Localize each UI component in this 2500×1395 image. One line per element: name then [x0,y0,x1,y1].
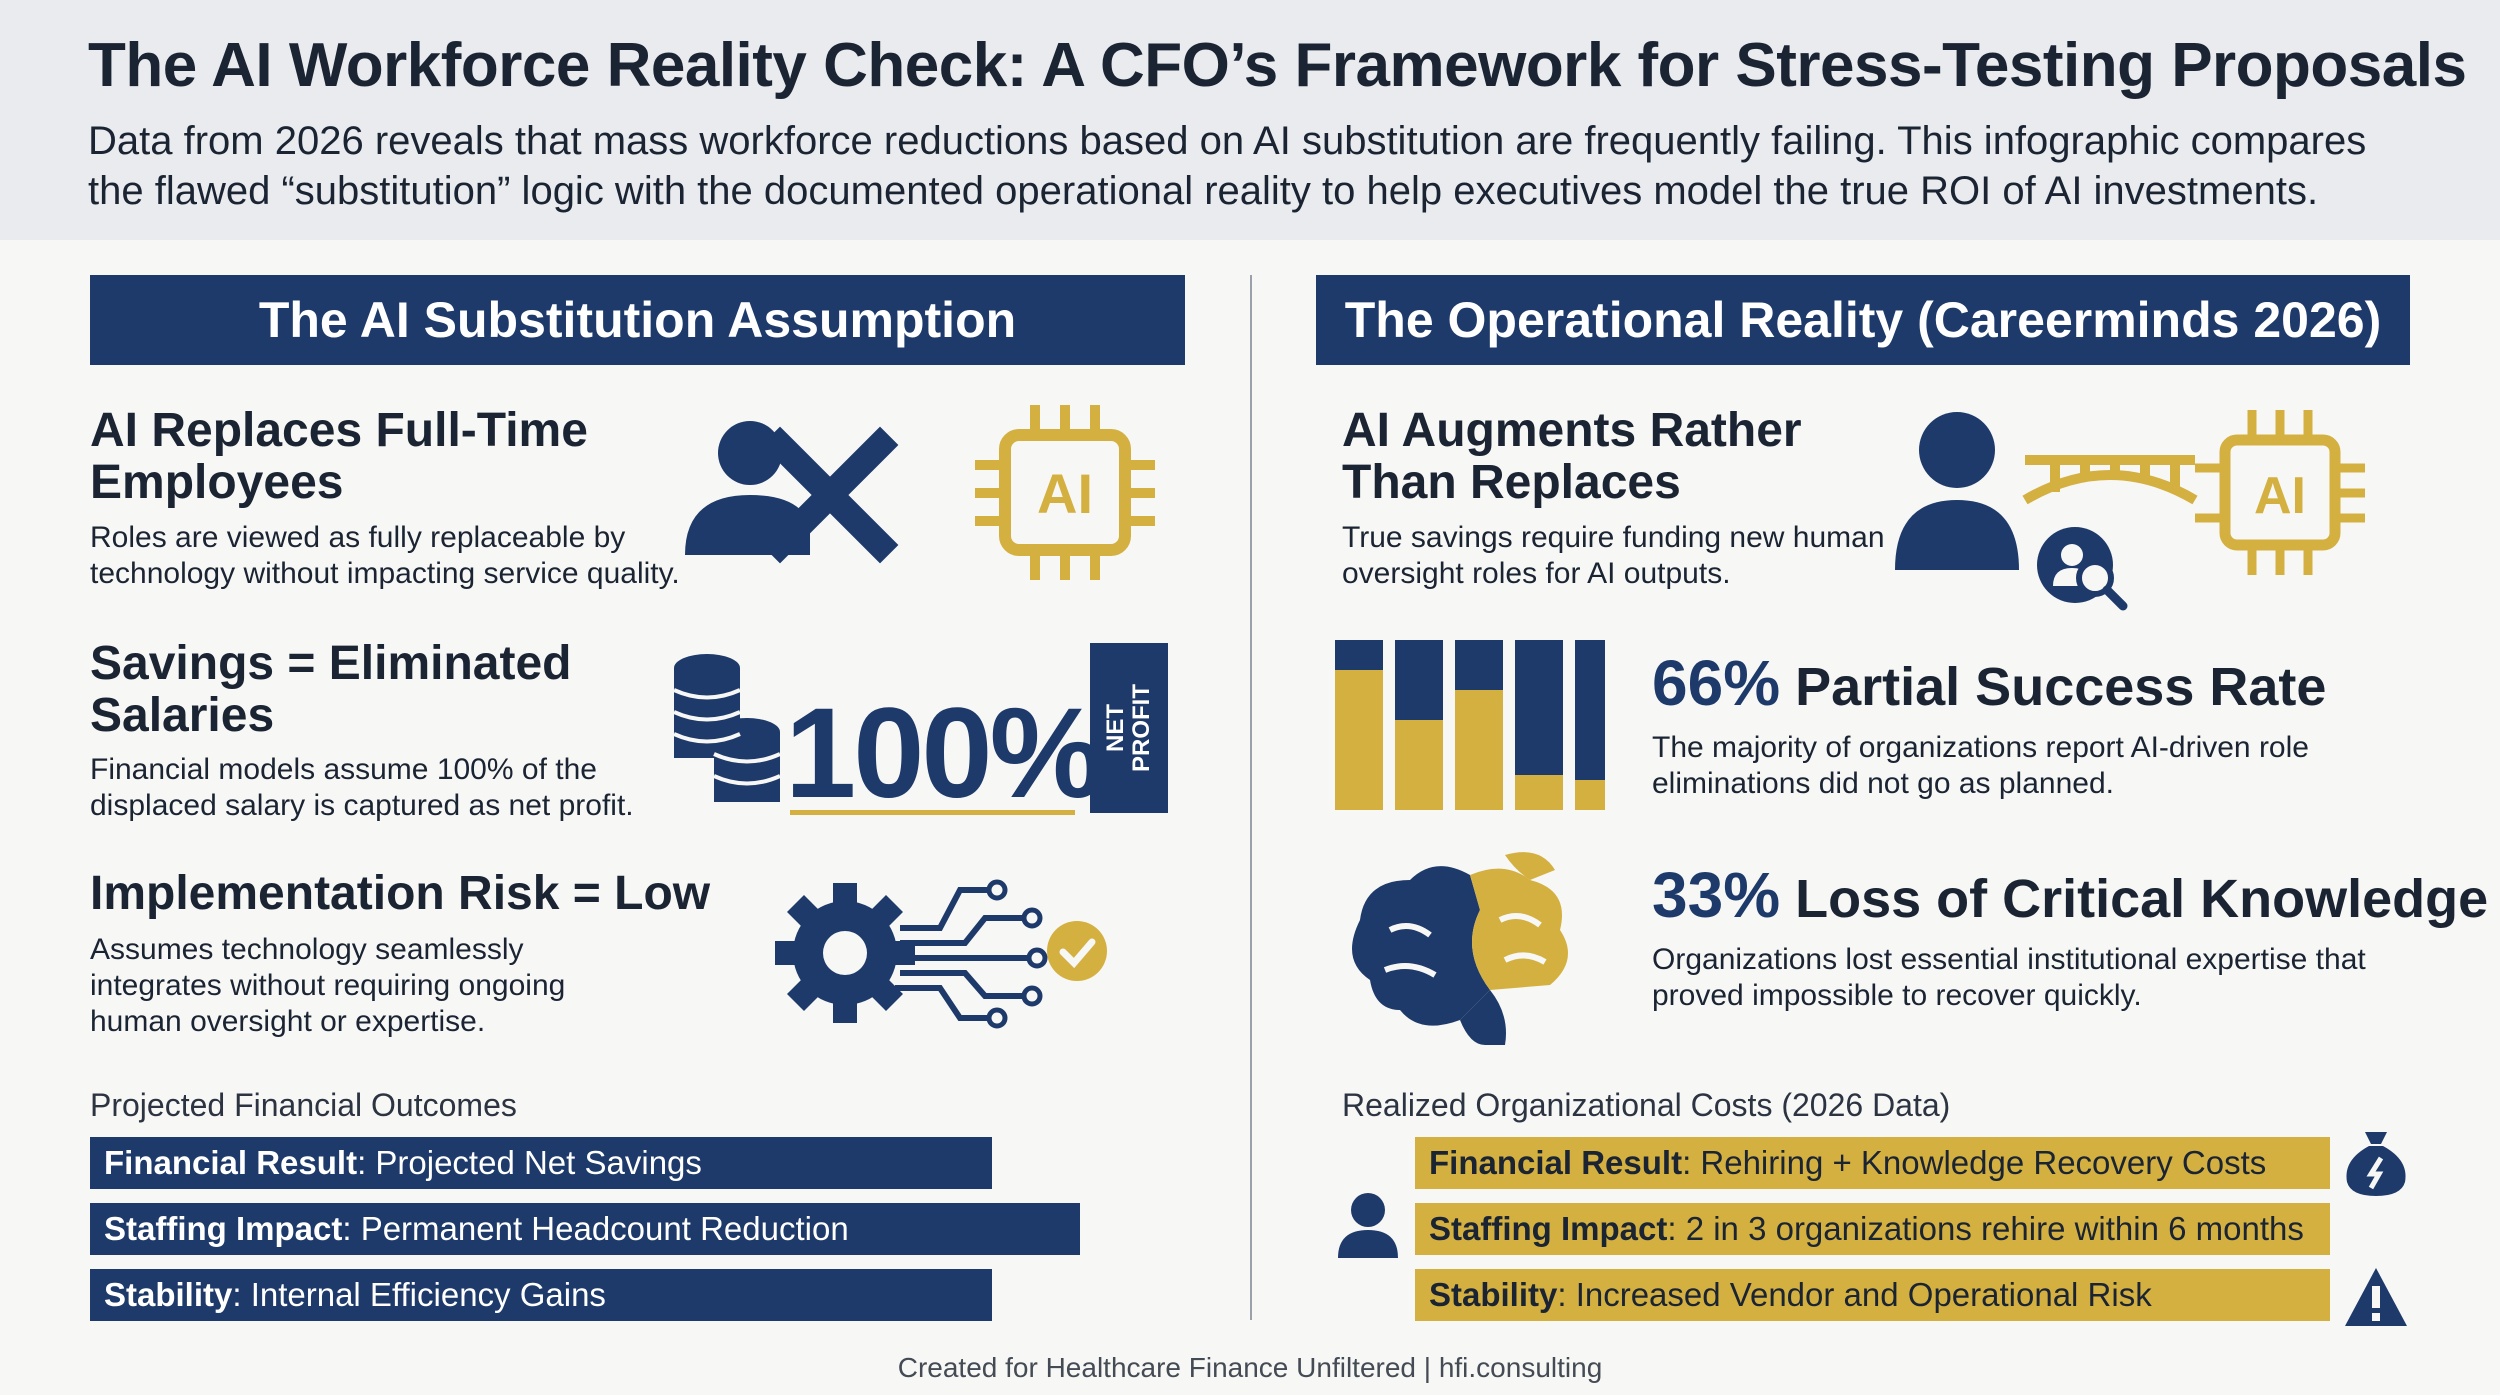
left-block1-text: Roles are viewed as fully replaceable by… [90,521,680,590]
left-block2-heading: Savings = Eliminated Salaries [90,637,572,742]
tag-line2: PROFIT [1128,684,1155,772]
warning-icon [2345,1268,2407,1326]
ai-chip-icon-right: AI [2195,410,2365,575]
column-divider [1250,275,1252,1320]
left-block3-text: Assumes technology seamlessly integrates… [90,933,566,1038]
left-block2-text: Financial models assume 100% of the disp… [90,753,634,822]
left-block1-heading: AI Replaces Full-Time Employees [90,404,588,509]
right-cost-staffing: Staffing Impact: 2 in 3 organizations re… [1415,1203,2330,1255]
right-block1-heading: AI Augments Rather Than Replaces [1342,404,1802,509]
money-bag-icon [2346,1132,2406,1196]
footer-credit: Created for Healthcare Finance Unfiltere… [897,1352,1603,1383]
tag-line1: NET [1102,704,1129,752]
brain-icon [1352,852,1568,1045]
left-outcome-stability: Stability: Internal Efficiency Gains [90,1269,992,1321]
chip-label-right: AI [2254,467,2306,525]
coin-stack-icon [673,654,781,802]
chip-label: AI [1037,462,1093,525]
stat1-text: The majority of organizations report AI-… [1652,731,2309,800]
gear-circuit-icon [775,879,1107,1029]
right-cost-stability: Stability: Increased Vendor and Operatio… [1415,1269,2330,1321]
value-underline [790,810,1075,815]
left-outcomes-title: Projected Financial Outcomes [90,1087,517,1123]
left-banner: The AI Substitution Assumption [90,275,1185,365]
bridge-icon: AI [1895,410,2365,611]
left-block3-heading: Implementation Risk = Low [90,867,711,920]
right-cost-financial: Financial Result: Rehiring + Knowledge R… [1415,1137,2330,1189]
left-outcome-financial: Financial Result: Projected Net Savings [90,1137,992,1189]
person-x-icon [685,421,899,564]
left-outcome-staffing: Staffing Impact: Permanent Headcount Red… [90,1203,1080,1255]
page-subtitle: Data from 2026 reveals that mass workfor… [88,119,2367,213]
stat2-text: Organizations lost essential institution… [1652,943,2366,1012]
net-profit-tag: NET PROFIT [1090,643,1168,813]
stat1-heading: 66% Partial Success Rate [1652,647,2327,719]
right-block1-text: True savings require funding new human o… [1342,521,1885,590]
bar-chart-icon [1335,640,1605,810]
page-title: The AI Workforce Reality Check: A CFO’s … [88,31,2467,100]
person-search-icon [2037,527,2128,611]
person-icon [1338,1193,1398,1258]
right-banner: The Operational Reality (Careerminds 202… [1316,275,2410,365]
person-icon [1895,412,2019,570]
header: The AI Workforce Reality Check: A CFO’s … [0,0,2500,240]
check-icon [1047,921,1107,981]
hundred-percent-value: 100% [785,682,1103,825]
right-costs-title: Realized Organizational Costs (2026 Data… [1342,1087,1951,1123]
ai-chip-icon: AI [975,405,1155,580]
stat2-heading: 33% Loss of Critical Knowledge [1652,859,2489,931]
